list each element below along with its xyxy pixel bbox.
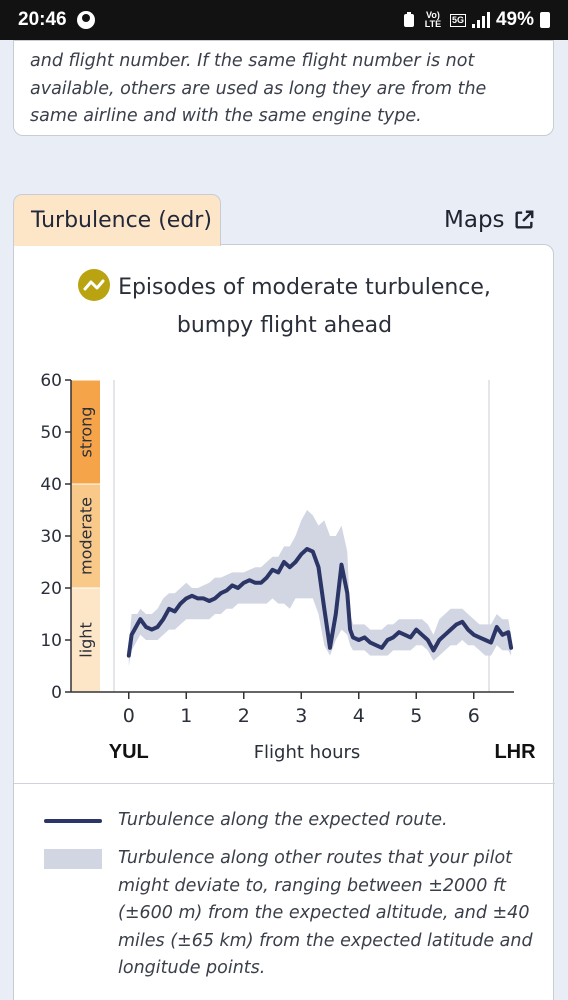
x-tick-label: 1 xyxy=(180,705,192,727)
band-label-moderate: moderate xyxy=(77,497,96,575)
band-label-light: light xyxy=(77,622,96,657)
external-link-icon xyxy=(515,210,533,229)
signal-icon xyxy=(471,12,490,28)
info-card: and flight number. If the same flight nu… xyxy=(13,40,554,136)
origin-label: YUL xyxy=(109,741,149,763)
y-tick-label: 10 xyxy=(40,631,62,651)
destination-label: LHR xyxy=(494,741,536,763)
battery-icon xyxy=(540,12,550,28)
x-tick-label: 0 xyxy=(123,705,135,727)
status-bar: 20:46 Vo) LTE 5G 49% xyxy=(0,0,568,40)
account-circle-icon xyxy=(76,11,95,29)
moderate-turbulence-icon xyxy=(78,269,111,301)
legend-band: Turbulence along other routes that your … xyxy=(44,845,538,983)
y-tick-label: 60 xyxy=(40,371,62,391)
tab-turbulence[interactable]: Turbulence (edr) xyxy=(13,194,221,246)
band-strong xyxy=(71,380,100,484)
y-tick-label: 50 xyxy=(40,423,62,443)
band-light xyxy=(71,588,100,692)
x-axis-label: Flight hours xyxy=(254,742,361,763)
turbulence-card: Episodes of moderate turbulence, bumpy f… xyxy=(13,244,555,1000)
route-turbulence-line xyxy=(126,547,514,658)
legend-line-swatch xyxy=(44,819,102,823)
status-icons: Vo) LTE 5G 49% xyxy=(402,9,550,31)
divider xyxy=(14,783,555,784)
x-tick-label: 3 xyxy=(295,705,307,727)
headline-line1: Episodes of moderate turbulence, xyxy=(118,275,491,300)
legend-band-text: Turbulence along other routes that your … xyxy=(118,848,533,978)
5g-icon: 5G xyxy=(449,13,466,27)
status-time: 20:46 xyxy=(18,9,67,30)
maps-link-label: Maps xyxy=(444,207,505,233)
legend-route: Turbulence along the expected route. xyxy=(44,807,538,835)
tab-turbulence-label: Turbulence (edr) xyxy=(31,208,212,233)
legend-band-swatch xyxy=(44,849,102,869)
x-tick-label: 5 xyxy=(410,705,422,727)
y-tick-label: 0 xyxy=(51,683,62,703)
turbulence-chart: light moderate strong 0 10 20 30 40 50 60 0 1 2 3 4 5 6 Y… xyxy=(40,371,536,763)
y-tick-label: 40 xyxy=(40,475,62,495)
legend-route-text: Turbulence along the expected route. xyxy=(118,810,448,830)
info-card-text: and flight number. If the same flight nu… xyxy=(30,51,487,126)
x-tick-label: 2 xyxy=(238,705,250,727)
battery-saver-icon xyxy=(403,12,414,27)
y-tick-label: 20 xyxy=(40,579,62,599)
x-tick-label: 6 xyxy=(468,705,480,727)
y-tick-label: 30 xyxy=(40,527,62,547)
turbulence-headline: Episodes of moderate turbulence, bumpy f… xyxy=(14,269,555,345)
maps-link[interactable]: Maps xyxy=(444,207,535,233)
band-moderate xyxy=(71,484,100,588)
band-label-strong: strong xyxy=(77,407,96,458)
x-tick-label: 4 xyxy=(353,705,365,727)
volte-icon: Vo) LTE xyxy=(424,10,442,29)
headline-line2: bumpy flight ahead xyxy=(176,313,393,338)
battery-percent: 49% xyxy=(495,9,534,30)
